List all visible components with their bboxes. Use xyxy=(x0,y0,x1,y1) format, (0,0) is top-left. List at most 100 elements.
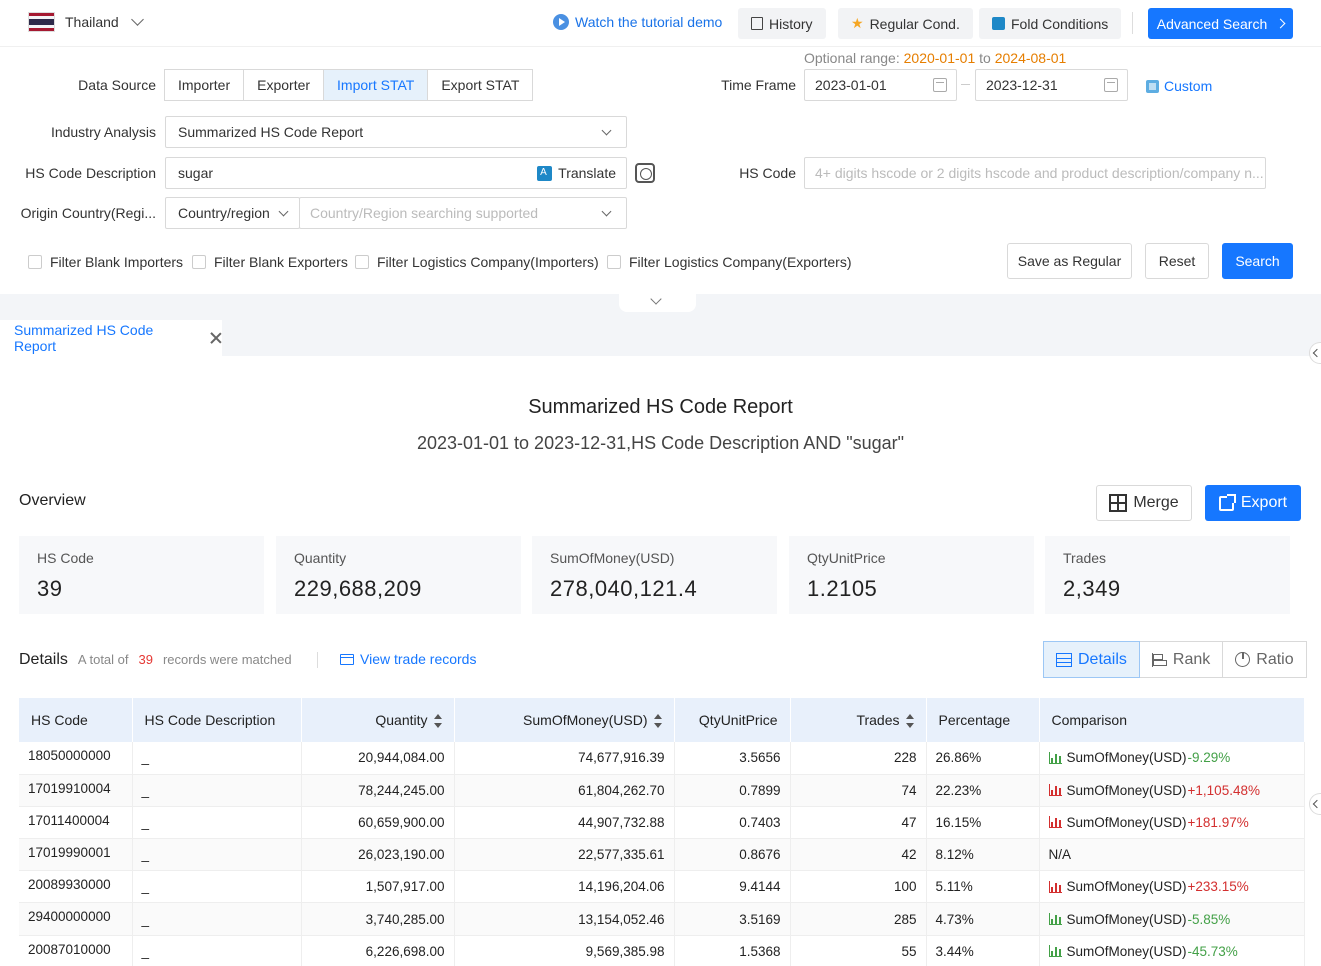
comparison-cell: SumOfMoney(USD) -5.85% xyxy=(1039,902,1305,936)
translate-icon xyxy=(537,158,553,188)
trades-cell: 55 xyxy=(790,935,927,966)
percentage-cell: 5.11% xyxy=(926,870,1040,904)
hs-desc-label: HS Code Description xyxy=(25,165,156,181)
divider xyxy=(1132,12,1133,34)
table-row: 29400000000 _ 3,740,285.00 13,154,052.46 3.5… xyxy=(19,902,1305,936)
advanced-search-button[interactable]: Advanced Search xyxy=(1148,8,1293,39)
stat-value: 39 xyxy=(37,576,63,601)
hs-code-cell: 20089930000 xyxy=(19,870,133,904)
date-to-input[interactable]: 2023-12-31 xyxy=(975,69,1128,101)
qty-unit-price-cell: 3.5656 xyxy=(674,742,791,775)
sum-of-money-cell: 44,907,732.88 xyxy=(454,806,675,840)
filter-logistics-importers-checkbox[interactable]: Filter Logistics Company(Importers) xyxy=(355,254,599,270)
report-tab-strip: Summarized HS Code Report xyxy=(0,316,1321,356)
date-from-value: 2023-01-01 xyxy=(815,77,887,93)
export-button[interactable]: Export xyxy=(1205,485,1301,521)
quantity-cell: 78,244,245.00 xyxy=(301,774,455,807)
quantity-cell: 1,507,917.00 xyxy=(301,870,455,904)
regular-cond-label: Regular Cond. xyxy=(869,15,960,32)
translate-button[interactable]: Translate xyxy=(537,158,616,188)
filter-blank-exporters-checkbox[interactable]: Filter Blank Exporters xyxy=(192,254,348,270)
hs-desc-value: sugar xyxy=(178,165,214,181)
stat-value: 278,040,121.4 xyxy=(550,576,698,601)
origin-country-placeholder: Country/Region searching supported xyxy=(310,205,539,221)
tab-ratio[interactable]: Ratio xyxy=(1222,641,1307,678)
data-source-import-stat[interactable]: Import STAT xyxy=(323,69,429,101)
collapse-toggle[interactable] xyxy=(619,293,696,312)
hs-desc-input[interactable]: sugar Translate xyxy=(165,157,627,189)
hs-desc-cell: _ xyxy=(132,742,302,775)
country-label: Thailand xyxy=(65,14,119,30)
side-panel-handle[interactable] xyxy=(1309,793,1321,815)
overview-heading: Overview xyxy=(19,492,86,509)
search-button[interactable]: Search xyxy=(1222,243,1293,279)
comparison-cell: SumOfMoney(USD) +181.97% xyxy=(1039,806,1305,840)
reset-button[interactable]: Reset xyxy=(1145,243,1209,279)
checkbox-label: Filter Logistics Company(Exporters) xyxy=(629,254,852,270)
date-range-separator xyxy=(961,84,970,85)
total-prefix: A total of xyxy=(77,652,129,667)
records-icon xyxy=(340,653,354,665)
regular-cond-button[interactable]: ★ Regular Cond. xyxy=(838,8,973,39)
tab-rank[interactable]: Rank xyxy=(1138,641,1224,678)
custom-range-button[interactable]: Custom xyxy=(1146,78,1212,94)
col-trades[interactable]: Trades xyxy=(790,698,927,742)
data-source-export-stat[interactable]: Export STAT xyxy=(427,69,534,101)
country-selector[interactable]: Thailand xyxy=(28,12,144,32)
stat-value: 2,349 xyxy=(1063,576,1121,601)
trades-cell: 100 xyxy=(790,870,927,904)
filter-logistics-exporters-checkbox[interactable]: Filter Logistics Company(Exporters) xyxy=(607,254,852,270)
col-label: SumOfMoney(USD) xyxy=(523,711,648,728)
history-button[interactable]: History xyxy=(738,8,826,39)
optional-range-from: 2020-01-01 xyxy=(903,50,976,66)
col-quantity[interactable]: Quantity xyxy=(301,698,455,742)
filter-blank-importers-checkbox[interactable]: Filter Blank Importers xyxy=(28,254,183,270)
data-source-exporter[interactable]: Exporter xyxy=(243,69,325,101)
checkbox-box xyxy=(28,255,42,269)
time-frame-label: Time Frame xyxy=(721,77,796,93)
sort-icon[interactable] xyxy=(905,714,914,729)
trades-cell: 42 xyxy=(790,838,927,872)
save-as-regular-button[interactable]: Save as Regular xyxy=(1007,243,1132,279)
hs-code-cell: 29400000000 xyxy=(19,902,133,936)
percentage-cell: 4.73% xyxy=(926,902,1040,936)
report-subtitle: 2023-01-01 to 2023-12-31,HS Code Descrip… xyxy=(416,433,905,453)
comparison-label: SumOfMoney(USD) xyxy=(1066,943,1187,959)
comparison-cell: N/A xyxy=(1039,838,1305,872)
comparison-cell: SumOfMoney(USD) -45.73% xyxy=(1039,935,1305,966)
date-from-input[interactable]: 2023-01-01 xyxy=(804,69,957,101)
close-icon[interactable] xyxy=(210,332,222,344)
tutorial-link[interactable]: Watch the tutorial demo xyxy=(553,14,722,30)
hs-code-input[interactable]: 4+ digits hscode or 2 digits hscode and … xyxy=(804,157,1266,189)
stat-label: QtyUnitPrice xyxy=(807,550,886,566)
comparison-cell: SumOfMoney(USD) -9.29% xyxy=(1039,742,1305,775)
quantity-cell: 20,944,084.00 xyxy=(301,742,455,775)
table-row: 17011400004 _ 60,659,900.00 44,907,732.88 0.… xyxy=(19,806,1305,840)
synonym-icon[interactable] xyxy=(635,163,655,183)
pie-chart-icon xyxy=(1235,652,1251,667)
comparison-label: SumOfMoney(USD) xyxy=(1066,750,1187,766)
comparison-label: SumOfMoney(USD) xyxy=(1066,911,1187,927)
sort-icon[interactable] xyxy=(433,714,442,729)
fold-conditions-label: Fold Conditions xyxy=(1011,15,1109,32)
side-panel-handle[interactable] xyxy=(1309,342,1321,364)
data-source-importer[interactable]: Importer xyxy=(164,69,245,101)
tab-label: Ratio xyxy=(1256,650,1294,668)
fold-conditions-button[interactable]: Fold Conditions xyxy=(979,8,1122,39)
col-sum-of-money[interactable]: SumOfMoney(USD) xyxy=(454,698,675,742)
tab-summarized-hs-code-report[interactable]: Summarized HS Code Report xyxy=(0,320,222,356)
checkbox-label: Filter Logistics Company(Importers) xyxy=(377,254,599,270)
origin-type-select[interactable]: Country/region xyxy=(165,197,300,229)
origin-country-select[interactable]: Country/Region searching supported xyxy=(299,197,627,229)
industry-analysis-select[interactable]: Summarized HS Code Report xyxy=(165,116,627,148)
merge-button[interactable]: Merge xyxy=(1096,485,1192,521)
bar-chart-icon xyxy=(1048,880,1062,893)
sort-icon[interactable] xyxy=(653,714,662,729)
stat-quantity: Quantity 229,688,209 xyxy=(276,536,521,614)
tab-details[interactable]: Details xyxy=(1043,641,1140,678)
fold-icon xyxy=(992,17,1005,30)
qty-unit-price-cell: 1.5368 xyxy=(674,935,791,966)
chevron-right-icon xyxy=(1275,18,1286,29)
col-label: Trades xyxy=(856,711,900,728)
view-trade-records-link[interactable]: View trade records xyxy=(340,651,476,667)
